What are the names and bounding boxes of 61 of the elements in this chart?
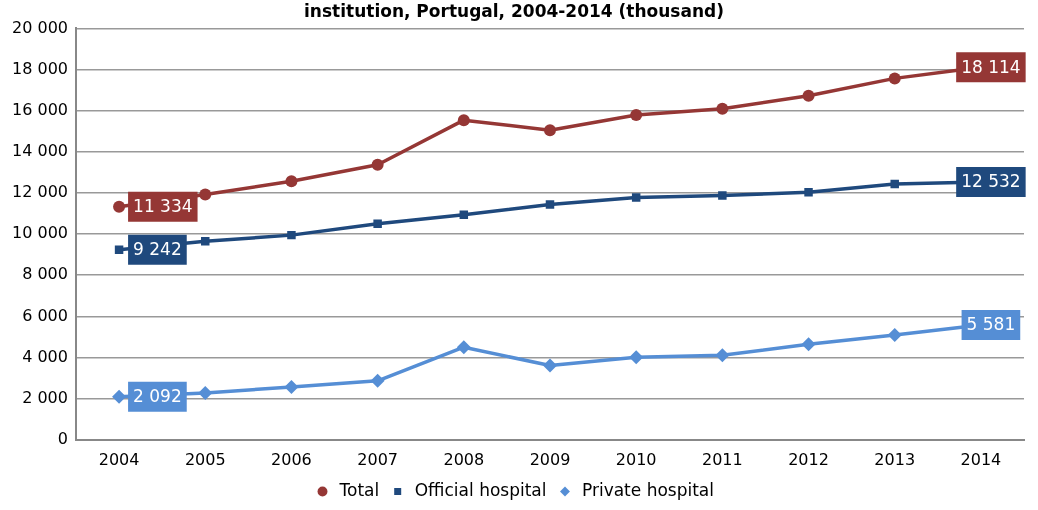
y-tick-label: 4 000: [22, 346, 68, 366]
x-tick-label: 2013: [874, 449, 916, 469]
point: [370, 373, 385, 388]
data-label: 9 242: [133, 239, 182, 260]
x-tick-label: 2014: [960, 449, 1002, 469]
point: [543, 124, 556, 137]
legend-label: Private hospital: [581, 479, 715, 500]
point: [801, 337, 816, 352]
point: [113, 200, 126, 213]
point: [545, 200, 555, 209]
x-tick-label: 2005: [184, 449, 226, 469]
chart-title: institution, Portugal, 2004-2014 (thousand): [304, 0, 724, 21]
y-tick-label: 12 000: [12, 182, 68, 202]
x-tick-label: 2009: [529, 449, 571, 469]
x-tick-label: 2006: [271, 449, 312, 469]
y-tick-label: 16 000: [12, 99, 68, 119]
point: [199, 188, 212, 201]
point: [630, 109, 643, 121]
y-tick-label: 0: [57, 428, 68, 448]
point: [285, 175, 298, 188]
data-label: 5 581: [966, 314, 1016, 335]
point: [284, 379, 299, 394]
point: [629, 350, 644, 365]
point: [890, 179, 899, 189]
point: [542, 358, 557, 373]
point: [373, 219, 382, 229]
point: [201, 237, 210, 246]
y-tick-label: 8 000: [22, 264, 68, 284]
x-tick-label: 2008: [443, 449, 485, 469]
point: [457, 114, 470, 127]
y-tick-label: 20 000: [12, 17, 68, 37]
point: [287, 230, 296, 240]
point: [716, 102, 729, 115]
x-tick-label: 2012: [788, 449, 829, 469]
y-tick-label: 10 000: [12, 223, 68, 243]
point: [804, 188, 813, 197]
y-tick-label: 18 000: [12, 58, 68, 78]
x-tick-label: 2010: [615, 449, 657, 469]
point: [456, 340, 471, 355]
x-tick-label: 2011: [702, 449, 743, 469]
point: [371, 158, 384, 171]
x-tick-label: 2004: [98, 449, 140, 469]
point: [112, 389, 127, 404]
point: [887, 327, 902, 342]
point: [888, 72, 901, 85]
data-label: 2 092: [133, 386, 182, 407]
point: [718, 191, 727, 200]
data-label: 12 532: [961, 171, 1021, 192]
y-tick-label: 6 000: [22, 305, 68, 325]
data-label: 11 334: [133, 196, 193, 217]
point: [715, 348, 730, 363]
y-tick-label: 2 000: [22, 387, 68, 407]
point: [198, 385, 213, 400]
legend-label: Official hospital: [414, 479, 547, 500]
point: [114, 245, 124, 254]
data-label: 18 114: [961, 56, 1021, 77]
point: [802, 89, 815, 102]
x-tick-label: 2007: [357, 449, 398, 469]
y-tick-label: 14 000: [12, 140, 68, 160]
legend-label: Total: [338, 479, 380, 500]
point: [631, 193, 641, 202]
